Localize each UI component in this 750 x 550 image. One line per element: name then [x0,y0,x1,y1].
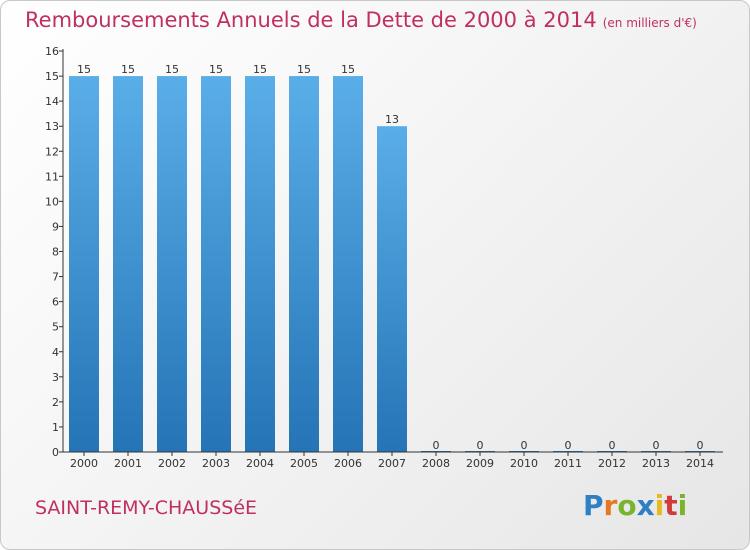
x-tick-label-2011: 2011 [554,457,582,470]
data-label-2007: 13 [385,113,399,126]
x-tick-label-2000: 2000 [70,457,98,470]
y-tick-label: 1 [52,421,59,434]
data-label-2006: 15 [341,63,355,76]
logo-letter: P [583,489,604,522]
x-tick-label-2003: 2003 [202,457,230,470]
data-label-2008: 0 [433,439,440,452]
logo-letter: r [603,489,618,522]
bar-2006 [333,76,363,452]
y-tick-label: 3 [52,371,59,384]
x-tick-label-2010: 2010 [510,457,538,470]
data-label-2004: 15 [253,63,267,76]
y-tick-label: 14 [45,95,59,108]
x-tick-label-2014: 2014 [686,457,714,470]
data-label-2003: 15 [209,63,223,76]
x-tick-label-2007: 2007 [378,457,406,470]
chart-title-text: Remboursements Annuels de la Dette de 20… [25,8,597,32]
bar-2005 [289,76,319,452]
data-label-2005: 15 [297,63,311,76]
y-tick-label: 2 [52,396,59,409]
logo-letter: i [654,489,665,522]
y-tick-label: 4 [52,346,59,359]
x-tick-label-2012: 2012 [598,457,626,470]
bar-2004 [245,76,275,452]
y-tick-label: 9 [52,220,59,233]
x-tick-label-2002: 2002 [158,457,186,470]
data-label-2002: 15 [165,63,179,76]
x-tick-label-2006: 2006 [334,457,362,470]
bar-2002 [157,76,187,452]
logo-letter: i [677,489,688,522]
logo-letter: o [617,489,637,522]
bar-2000 [69,76,99,452]
y-tick-label: 8 [52,246,59,259]
x-tick-label-2008: 2008 [422,457,450,470]
y-tick-label: 5 [52,321,59,334]
y-tick-label: 13 [45,120,59,133]
y-tick-label: 15 [45,70,59,83]
logo-letter: t [664,489,678,522]
bar-2007 [377,126,407,452]
bar-2003 [201,76,231,452]
x-tick-label-2013: 2013 [642,457,670,470]
data-label-2001: 15 [121,63,135,76]
x-tick-label-2009: 2009 [466,457,494,470]
data-label-2012: 0 [609,439,616,452]
proxiti-logo: Proxiti [583,489,687,522]
chart-title: Remboursements Annuels de la Dette de 20… [25,8,697,32]
chart-subtitle: (en milliers d'€) [602,16,697,30]
y-tick-label: 10 [45,195,59,208]
y-tick-label: 11 [45,170,59,183]
x-tick-label-2001: 2001 [114,457,142,470]
logo-letter: x [636,489,655,522]
y-tick-label: 16 [45,45,59,58]
x-tick-label-2004: 2004 [246,457,274,470]
y-tick-label: 7 [52,271,59,284]
data-label-2009: 0 [477,439,484,452]
data-label-2014: 0 [697,439,704,452]
data-label-2011: 0 [565,439,572,452]
commune-name: SAINT-REMY-CHAUSSéE [35,497,258,519]
data-label-2000: 15 [77,63,91,76]
y-tick-label: 0 [52,446,59,459]
y-tick-label: 6 [52,296,59,309]
bar-2001 [113,76,143,452]
bars: 15 15 15 15 15 15 15 13 0 0 0 0 0 0 0 [69,63,715,452]
data-label-2013: 0 [653,439,660,452]
y-tick-label: 12 [45,145,59,158]
x-tick-label-2005: 2005 [290,457,318,470]
data-label-2010: 0 [521,439,528,452]
x-axis: 2000 2001 2002 2003 2004 2005 2006 2007 2008 2009… [63,451,723,470]
